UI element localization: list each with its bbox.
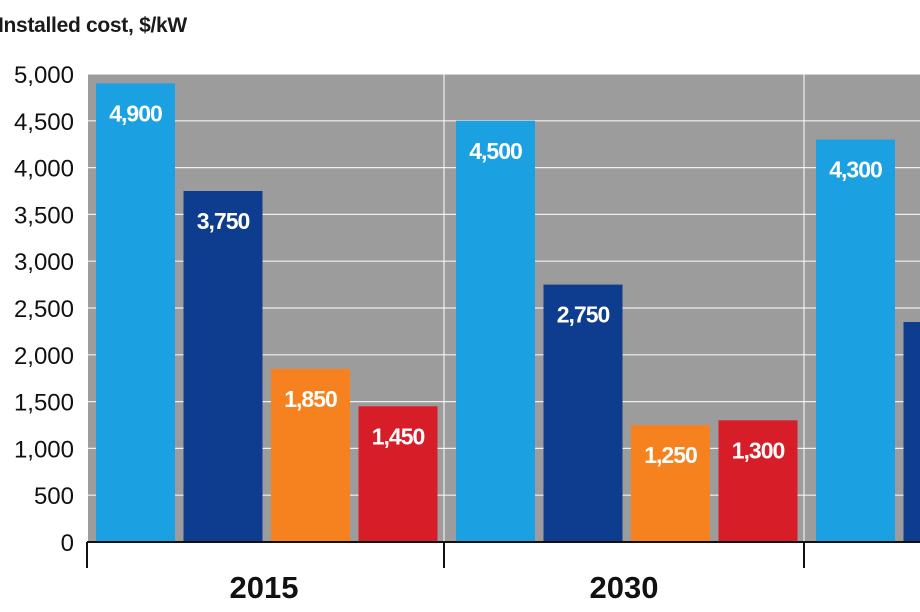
y-tick-label: 2,500 xyxy=(14,296,74,323)
bar-value-label: 4,300 xyxy=(829,157,882,183)
y-tick-label: 3,000 xyxy=(14,249,74,276)
bar-value-label: 4,500 xyxy=(469,138,522,164)
bar xyxy=(271,368,350,542)
y-axis-title: Installed cost, $/kW xyxy=(0,14,187,37)
bar xyxy=(816,139,895,542)
y-tick-label: 1,500 xyxy=(14,390,74,417)
bar-value-label: 3,750 xyxy=(197,208,250,234)
y-tick-label: 4,000 xyxy=(14,156,74,183)
bar-value-label: 4,900 xyxy=(109,100,162,126)
bar xyxy=(631,425,710,542)
bar-value-label: 1,300 xyxy=(732,437,785,463)
bar xyxy=(183,191,263,542)
y-tick-label: 5,000 xyxy=(14,62,74,89)
bar xyxy=(543,284,623,542)
y-tick-label: 2,000 xyxy=(14,343,74,370)
x-category-label: 2030 xyxy=(590,570,659,605)
y-tick-label: 1,000 xyxy=(14,436,74,463)
y-tick-label: 0 xyxy=(61,530,74,557)
y-tick-label: 500 xyxy=(34,483,74,510)
bar xyxy=(903,322,920,542)
bar-value-label: 1,850 xyxy=(284,386,337,412)
y-tick-label: 3,500 xyxy=(14,202,74,229)
bar xyxy=(96,83,175,543)
x-category-label: 2015 xyxy=(230,570,299,605)
y-tick-label: 4,500 xyxy=(14,109,74,136)
bar-value-label: 2,750 xyxy=(557,302,610,328)
bar xyxy=(456,120,535,543)
bar xyxy=(718,420,798,542)
bar-value-label: 1,250 xyxy=(644,442,697,468)
bar xyxy=(358,406,438,542)
bar-value-label: 1,450 xyxy=(372,423,425,449)
